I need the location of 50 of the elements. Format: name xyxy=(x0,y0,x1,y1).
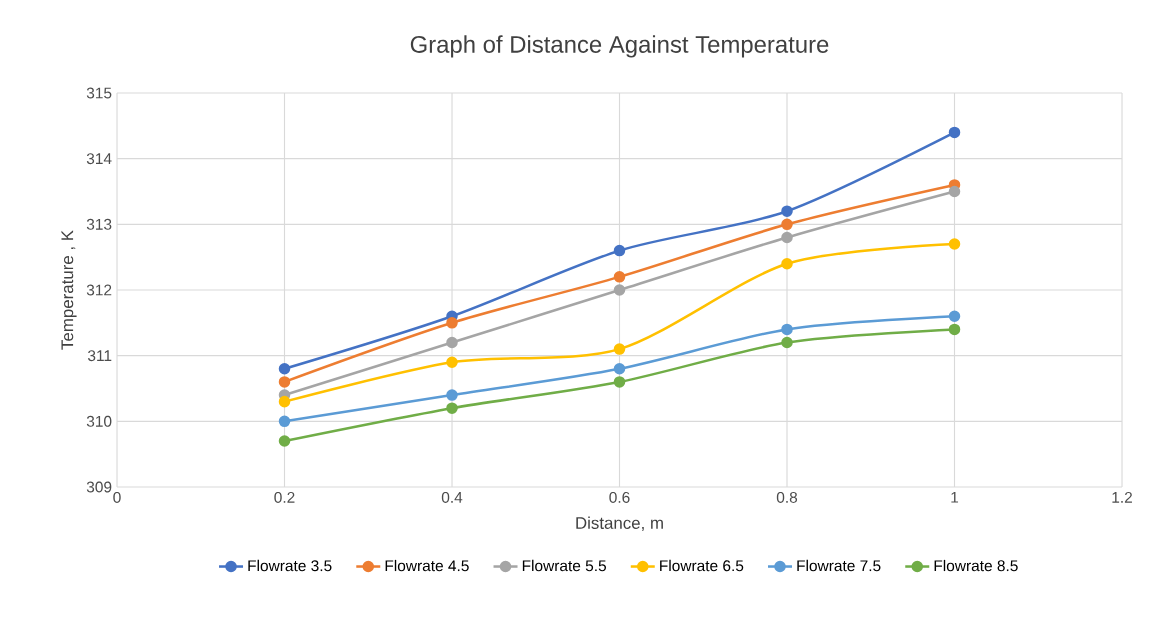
y-tick-label: 309 xyxy=(86,481,112,493)
y-axis-title: Temperature , K xyxy=(61,230,77,350)
point xyxy=(446,317,458,329)
point xyxy=(278,363,291,375)
point xyxy=(278,415,291,428)
point xyxy=(781,323,793,336)
point xyxy=(446,356,458,368)
point xyxy=(948,310,961,323)
point xyxy=(948,126,961,139)
point xyxy=(613,376,626,388)
point xyxy=(613,244,626,257)
y-tick-label: 311 xyxy=(87,350,112,362)
y-tick-label: 312 xyxy=(86,284,112,296)
legend-label: Flowrate 8.5 xyxy=(934,559,1018,572)
point xyxy=(446,402,458,414)
point xyxy=(781,336,793,349)
chart-title: Graph of Distance Against Temperature xyxy=(410,35,829,58)
x-tick-label: 0.2 xyxy=(274,491,295,503)
point xyxy=(278,395,291,408)
point xyxy=(613,284,626,296)
legend-label: Flowrate 7.5 xyxy=(797,559,881,572)
x-tick-label: 1 xyxy=(951,491,959,503)
y-tick-label: 315 xyxy=(86,87,112,99)
point xyxy=(781,205,793,217)
point xyxy=(613,343,626,355)
x-axis-title: Distance, m xyxy=(576,516,663,531)
point xyxy=(613,271,626,283)
legend-label: Flowrate 3.5 xyxy=(248,559,332,572)
legend-label: Flowrate 4.5 xyxy=(385,559,469,572)
point xyxy=(781,218,793,231)
legend-label: Flowrate 6.5 xyxy=(660,559,744,572)
point xyxy=(781,231,793,244)
y-tick-label: 314 xyxy=(86,153,112,165)
point xyxy=(446,336,458,349)
x-tick-label: 0.4 xyxy=(441,491,463,503)
x-tick-label: 0.8 xyxy=(776,491,798,503)
x-tick-label: 0 xyxy=(113,491,121,503)
legend-label: Flowrate 5.5 xyxy=(522,559,606,572)
x-tick-label: 0.6 xyxy=(609,491,630,503)
y-tick-label: 313 xyxy=(86,218,112,230)
point xyxy=(948,185,961,198)
point xyxy=(278,376,291,388)
x-tick-label: 1.2 xyxy=(1112,491,1132,503)
point xyxy=(948,238,961,250)
point xyxy=(446,389,458,401)
point xyxy=(781,257,793,270)
point xyxy=(278,435,291,447)
point xyxy=(948,323,961,336)
point xyxy=(613,363,626,375)
y-tick-label: 310 xyxy=(86,415,112,427)
